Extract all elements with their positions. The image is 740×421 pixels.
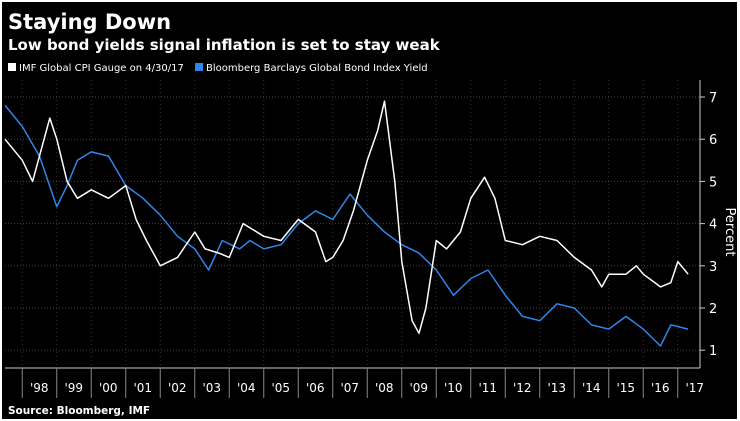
series-lines <box>4 100 689 347</box>
x-tick-label: '15 <box>616 381 635 395</box>
x-tick-label: '99 <box>64 381 83 395</box>
legend-label-bond: Bloomberg Barclays Global Bond Index Yie… <box>206 63 428 74</box>
y-tick-label: 6 <box>709 133 717 148</box>
y-tick-label: 4 <box>709 218 717 233</box>
legend-swatch-cpi <box>8 63 16 71</box>
x-tick-label: '06 <box>306 381 325 395</box>
y-tick-label: 1 <box>709 344 717 359</box>
axes: 1 2 3 4 5 6 7 '98 '99 '00 '01 '02 '03 '04 '05 '06 '07 '08… <box>5 80 717 398</box>
x-tick-label: '11 <box>478 381 497 395</box>
series-line-cpi <box>4 100 689 335</box>
legend-swatch-bond <box>195 63 203 71</box>
y-tick-label: 2 <box>709 302 717 317</box>
y-axis-label: Percent <box>722 208 737 257</box>
x-tick-label: '07 <box>340 381 359 395</box>
x-tick-label: '02 <box>168 381 187 395</box>
x-tick-label: '08 <box>375 381 394 395</box>
y-tick-label: 5 <box>709 175 717 190</box>
x-tick-label: '05 <box>271 381 290 395</box>
x-tick-label: '14 <box>582 381 601 395</box>
x-tick-label: '16 <box>651 381 670 395</box>
chart-title: Staying Down <box>8 10 171 34</box>
legend-label-cpi: IMF Global CPI Gauge on 4/30/17 <box>19 63 184 74</box>
x-tick-label: '01 <box>133 381 152 395</box>
x-tick-label: '13 <box>547 381 566 395</box>
x-tick-label: '17 <box>685 381 704 395</box>
x-tick-label: '12 <box>513 381 532 395</box>
chart-subtitle: Low bond yields signal inflation is set … <box>8 36 441 54</box>
series-line-bond-yield <box>4 104 689 347</box>
x-tick-label: '09 <box>409 381 428 395</box>
x-tick-label: '10 <box>444 381 463 395</box>
x-tick-label: '03 <box>202 381 221 395</box>
x-tick-label: '98 <box>30 381 49 395</box>
x-tick-label: '00 <box>99 381 118 395</box>
y-tick-label: 3 <box>709 260 717 275</box>
x-tick-label: '04 <box>237 381 256 395</box>
y-tick-label: 7 <box>709 91 717 106</box>
legend: IMF Global CPI Gauge on 4/30/17 Bloomber… <box>8 63 428 74</box>
source-note: Source: Bloomberg, IMF <box>8 405 150 417</box>
